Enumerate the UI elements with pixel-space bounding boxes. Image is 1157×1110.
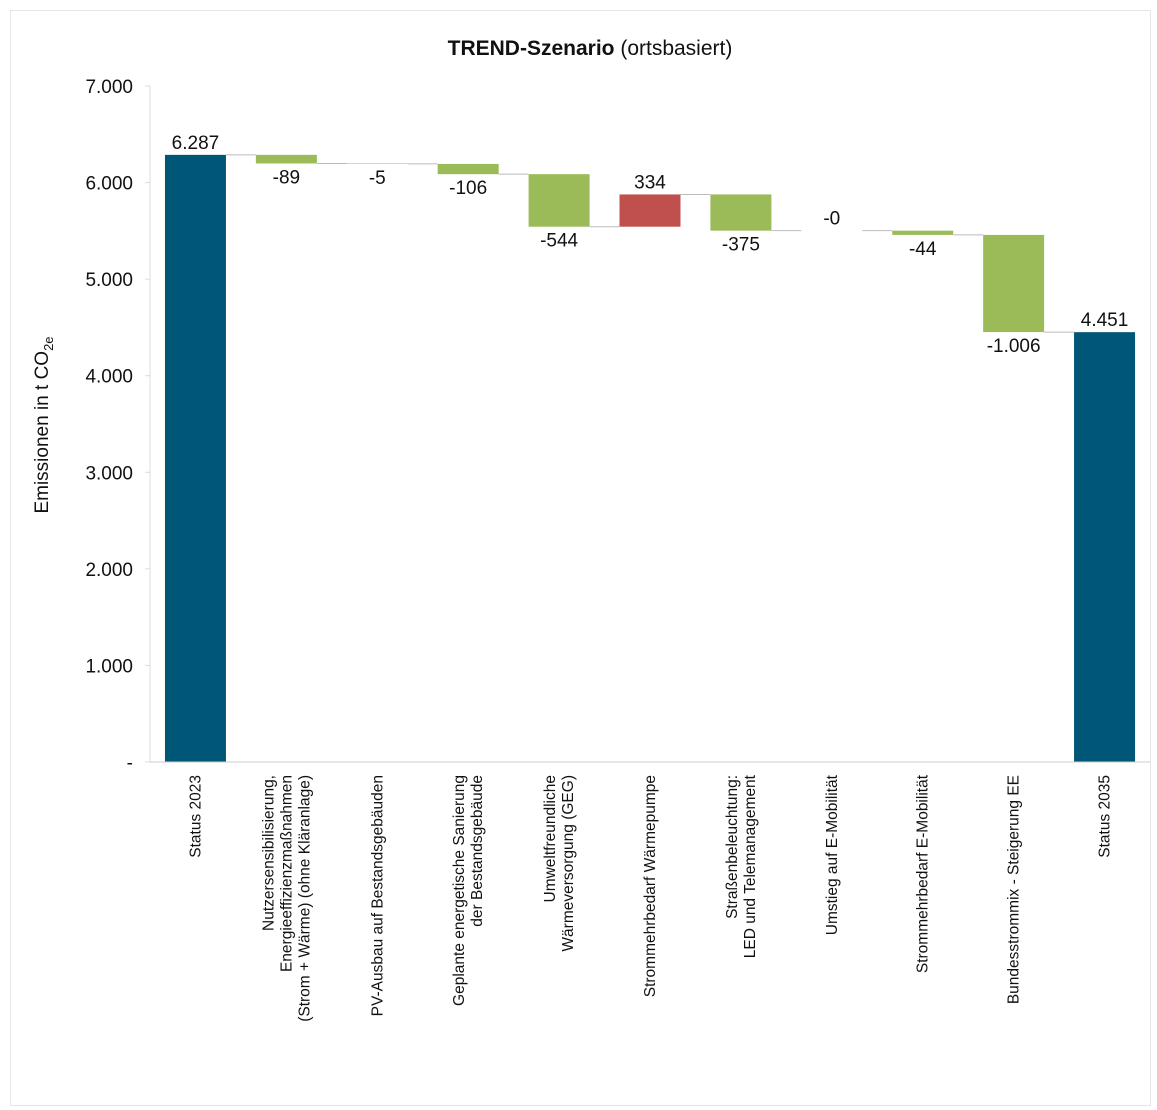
total-bar xyxy=(164,154,226,763)
title-main: TREND-Szenario xyxy=(448,37,615,60)
decrease-bar xyxy=(255,154,317,164)
x-tick-line: Status 2035 xyxy=(1097,775,1114,858)
frame xyxy=(10,10,1151,1106)
x-tick-label: Umstieg auf E-Mobilität xyxy=(824,774,841,935)
decrease-bar xyxy=(437,163,499,175)
y-tick-label: 3.000 xyxy=(85,463,133,484)
x-tick-label: Strommehrbedarf E-Mobilität xyxy=(915,774,932,973)
y-label-text: Emissionen in t CO xyxy=(32,351,53,514)
decrease-bar xyxy=(892,230,954,235)
y-tick-label: 4.000 xyxy=(85,367,133,388)
value-label: 334 xyxy=(634,172,666,193)
x-tick-line: Wärmeversorgung (GEG) xyxy=(560,775,577,952)
x-tick-line: LED und Telemanagement xyxy=(742,774,759,958)
x-tick-label: Bundesstrommix - Steigerung EE xyxy=(1006,775,1023,1004)
decrease-bar xyxy=(983,234,1045,333)
x-tick-line: (Strom + Wärme) (ohne Kläranlage) xyxy=(296,775,313,1022)
y-tick-label: 2.000 xyxy=(85,560,133,581)
title-sub: (ortsbasiert) xyxy=(620,37,732,60)
x-tick-line: Umweltfreundliche xyxy=(542,775,559,903)
x-tick-label: PV-Ausbau auf Bestandsgebäuden xyxy=(369,775,386,1016)
value-label: -375 xyxy=(722,235,760,256)
value-label: -106 xyxy=(449,178,487,199)
x-tick-line: Straßenbeleuchtung: xyxy=(724,775,741,919)
y-tick-label: 5.000 xyxy=(85,270,133,291)
x-tick-line: der Bestandsgebäude xyxy=(469,775,486,927)
x-tick-line: Geplante energetische Sanierung xyxy=(451,775,468,1006)
x-tick-label: Status 2023 xyxy=(187,775,204,858)
x-tick-line: Status 2023 xyxy=(187,775,204,858)
y-tick-label: 7.000 xyxy=(85,77,133,98)
y-tick-label: 6.000 xyxy=(85,174,133,195)
decrease-bar xyxy=(710,194,772,231)
value-label: 6.287 xyxy=(172,133,220,154)
total-bar xyxy=(1074,332,1136,762)
x-tick-label: UmweltfreundlicheWärmeversorgung (GEG) xyxy=(542,775,577,952)
x-tick-line: PV-Ausbau auf Bestandsgebäuden xyxy=(369,775,386,1016)
value-label: 4.451 xyxy=(1081,310,1129,331)
y-tick-label: 1.000 xyxy=(85,656,133,677)
value-label: -0 xyxy=(823,209,840,230)
x-tick-line: Umstieg auf E-Mobilität xyxy=(824,774,841,935)
y-axis-label: Emissionen in t CO2e xyxy=(32,336,56,513)
x-tick-label: Geplante energetische Sanierungder Besta… xyxy=(451,775,486,1006)
x-tick-label: Strommehrbedarf Wärmepumpe xyxy=(642,775,659,997)
value-label: -44 xyxy=(909,239,937,260)
increase-bar xyxy=(619,194,681,227)
decrease-bar xyxy=(528,174,590,227)
x-tick-label: Nutzersensibilisierung,Energieeffizienzm… xyxy=(260,775,313,1022)
x-tick-line: Bundesstrommix - Steigerung EE xyxy=(1006,775,1023,1004)
x-tick-line: Energieeffizienzmaßnahmen xyxy=(278,775,295,972)
value-label: -544 xyxy=(540,231,578,252)
x-tick-line: Strommehrbedarf Wärmepumpe xyxy=(642,775,659,997)
x-tick-label: Status 2035 xyxy=(1097,775,1114,858)
y-tick-label: - xyxy=(127,753,133,774)
x-tick-label: Straßenbeleuchtung:LED und Telemanagemen… xyxy=(724,774,759,958)
chart-title: TREND-Szenario (ortsbasiert) xyxy=(448,37,733,60)
value-label: -5 xyxy=(369,168,386,189)
value-label: -89 xyxy=(273,167,300,188)
value-label: -1.006 xyxy=(987,336,1041,357)
x-tick-line: Strommehrbedarf E-Mobilität xyxy=(915,774,932,973)
y-label-subscript: 2e xyxy=(41,336,56,350)
x-tick-line: Nutzersensibilisierung, xyxy=(260,775,277,931)
